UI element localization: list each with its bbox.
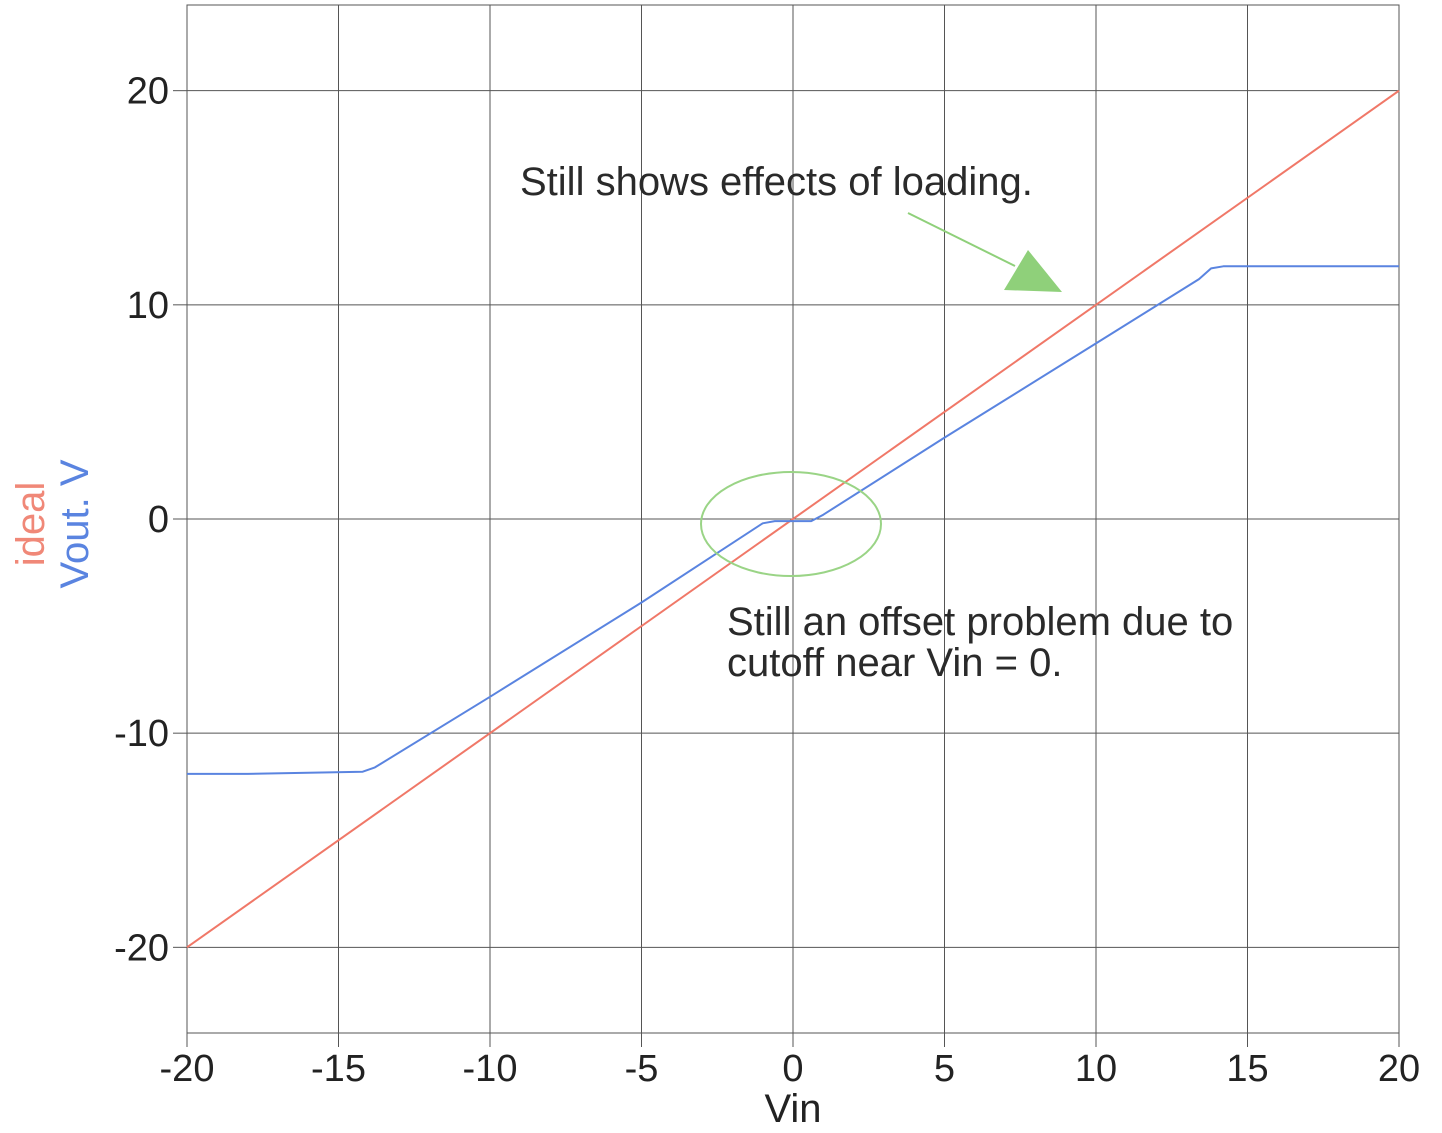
series-line-ideal xyxy=(186,89,1400,949)
y-tick-label: 0 xyxy=(148,499,169,541)
x-tick-label: 5 xyxy=(934,1048,955,1090)
tick-labels: -20 -15 -10 -5 0 5 10 15 20 -20 -10 0 10 20 xyxy=(114,71,1420,1090)
y-tick-label: 10 xyxy=(127,285,169,327)
x-tick-label: 15 xyxy=(1226,1048,1268,1090)
annotation-loading: Still shows effects of loading. xyxy=(520,160,1033,204)
offset-highlight-ellipse xyxy=(700,471,882,577)
x-tick-label: 20 xyxy=(1378,1048,1420,1090)
y-axis-label-ideal: ideal xyxy=(9,482,53,567)
y-axis-label-vout: Vout. V xyxy=(53,459,97,588)
loading-arrow-head xyxy=(1004,250,1062,292)
x-tick-label: 10 xyxy=(1075,1048,1117,1090)
y-tick-label: 20 xyxy=(127,71,169,113)
x-tick-label: 0 xyxy=(782,1048,803,1090)
annotation-offset-line-1: Still an offset problem due to xyxy=(727,600,1233,644)
x-axis-label: Vin xyxy=(764,1087,821,1131)
grid xyxy=(173,4,1400,1047)
x-tick-label: -15 xyxy=(311,1048,366,1090)
y-tick-label: -10 xyxy=(114,713,169,755)
series-layer xyxy=(186,89,1400,949)
series-line-vout-v xyxy=(187,265,1399,775)
x-tick-label: -10 xyxy=(463,1048,518,1090)
x-tick-label: -5 xyxy=(625,1048,659,1090)
annotation-offset-line-2: cutoff near Vin = 0. xyxy=(727,641,1062,685)
loading-arrow-shaft xyxy=(907,212,1016,267)
y-tick-label: -20 xyxy=(114,927,169,969)
x-tick-label: -20 xyxy=(160,1048,215,1090)
